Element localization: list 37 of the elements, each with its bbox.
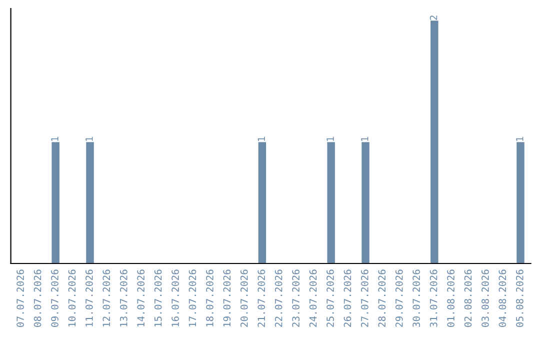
x-tick-label: 24.07.2026: [309, 270, 317, 327]
x-tick-label: 11.07.2026: [86, 270, 93, 326]
x-tick-label: 15.07.2026: [154, 270, 162, 326]
x-tick-label: 01.08.2026: [447, 270, 454, 327]
x-tick-label: 31.07.2026: [430, 270, 438, 327]
x-tick-label: 07.07.2026: [16, 270, 24, 327]
x-tick-label: 12.07.2026: [102, 270, 110, 326]
x-tick-label: 30.07.2026: [412, 270, 420, 327]
x-tick-label: 02.08.2026: [464, 270, 472, 327]
data-label: 1: [516, 136, 524, 141]
x-tick-label: 19.07.2026: [223, 270, 231, 326]
data-label: 2: [430, 16, 438, 20]
x-tick-label: 10.07.2026: [68, 270, 76, 326]
x-tick-label: 25.07.2026: [326, 270, 334, 327]
data-label: 1: [361, 136, 368, 141]
x-tick-label: 13.07.2026: [120, 270, 128, 326]
x-tick-label: 26.07.2026: [344, 270, 352, 327]
x-tick-label: 04.08.2026: [498, 270, 506, 327]
x-tick-label: 16.07.2026: [172, 270, 179, 326]
x-tick-label: 23.07.2026: [292, 270, 300, 327]
x-tick-label: 27.07.2026: [361, 270, 368, 327]
x-tick-label: 09.07.2026: [51, 270, 58, 327]
x-tick-label: 28.07.2026: [378, 270, 386, 327]
x-tick-label: 17.07.2026: [188, 270, 196, 326]
data-label: 1: [326, 136, 334, 141]
x-tick-label: 20.07.2026: [240, 270, 248, 327]
data-label: 1: [258, 136, 265, 141]
data-label: 1: [86, 136, 93, 141]
x-tick-label: 14.07.2026: [137, 270, 145, 326]
x-tick-label: 05.08.2026: [516, 270, 524, 327]
x-tick-label: 21.07.2026: [258, 270, 266, 327]
x-tick-label: 22.07.2026: [274, 270, 282, 327]
x-tick-label: 03.08.2026: [482, 270, 489, 327]
data-label: 1: [51, 136, 58, 141]
x-tick-label: 29.07.2026: [395, 270, 403, 327]
x-tick-label: 08.07.2026: [34, 270, 42, 327]
x-tick-label: 18.07.2026: [206, 270, 214, 326]
